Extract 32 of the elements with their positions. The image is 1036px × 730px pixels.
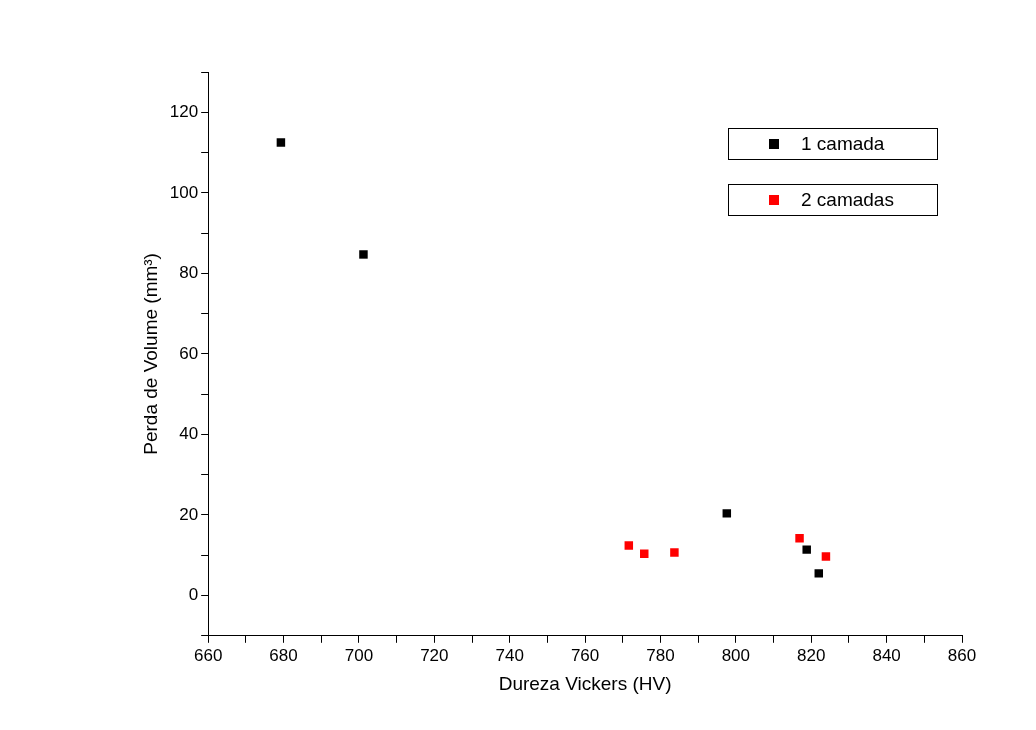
legend-label: 1 camada — [801, 133, 885, 155]
x-tick-label: 760 — [570, 645, 600, 665]
y-tick-label: 20 — [179, 504, 199, 524]
x-tick-label: 720 — [420, 645, 449, 665]
point — [640, 549, 649, 558]
x-tick-label: 800 — [721, 645, 751, 665]
point — [722, 509, 732, 518]
y-tick-label: 80 — [179, 263, 199, 283]
x-tick-label: 740 — [495, 645, 524, 665]
x-tick-label: 860 — [947, 645, 977, 665]
y-tick-label: 100 — [169, 182, 199, 202]
point — [795, 534, 804, 543]
point — [670, 548, 679, 557]
x-tick-label: 700 — [344, 645, 374, 665]
legend-label: 2 camadas — [801, 189, 894, 211]
point — [814, 569, 824, 578]
x-tick-label: 820 — [797, 645, 826, 665]
point — [359, 250, 368, 259]
y-tick-label: 60 — [179, 343, 199, 363]
y-axis-title: Perda de Volume (mm³) — [139, 253, 161, 455]
x-tick-label: 680 — [269, 645, 298, 665]
x-tick-label: 840 — [872, 645, 901, 665]
point — [802, 545, 811, 554]
point — [276, 138, 286, 147]
y-tick-label: 40 — [179, 424, 199, 444]
point — [624, 541, 634, 550]
point — [821, 552, 831, 561]
y-tick-label: 0 — [188, 585, 199, 605]
y-tick-label: 120 — [169, 101, 199, 121]
x-tick-label: 780 — [646, 645, 675, 665]
x-axis-title: Dureza Vickers (HV) — [498, 672, 672, 694]
x-tick-label: 660 — [193, 645, 223, 665]
